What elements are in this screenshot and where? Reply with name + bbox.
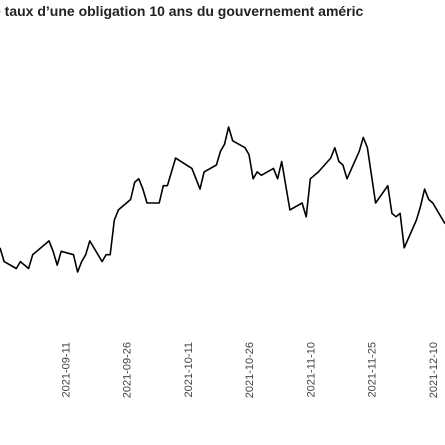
x-tick-label: 2021-09-26 xyxy=(122,342,134,398)
x-tick-label: 2021-10-11 xyxy=(183,342,195,397)
chart-title: e taux d’une obligation 10 ans du gouver… xyxy=(0,3,364,19)
x-axis-ticks: 2021-09-11 2021-09-26 2021-10-11 2021-10-26… xyxy=(60,342,440,398)
x-tick-label: 2021-12-10 xyxy=(428,342,440,398)
x-tick-label: 2021-09-11 xyxy=(60,342,72,397)
x-tick-label: 2021-11-10 xyxy=(305,342,317,397)
line-layer xyxy=(0,126,445,273)
series-line-0 xyxy=(0,126,445,273)
x-tick-label: 2021-11-25 xyxy=(367,342,379,397)
x-tick-label: 2021-10-26 xyxy=(244,342,256,398)
